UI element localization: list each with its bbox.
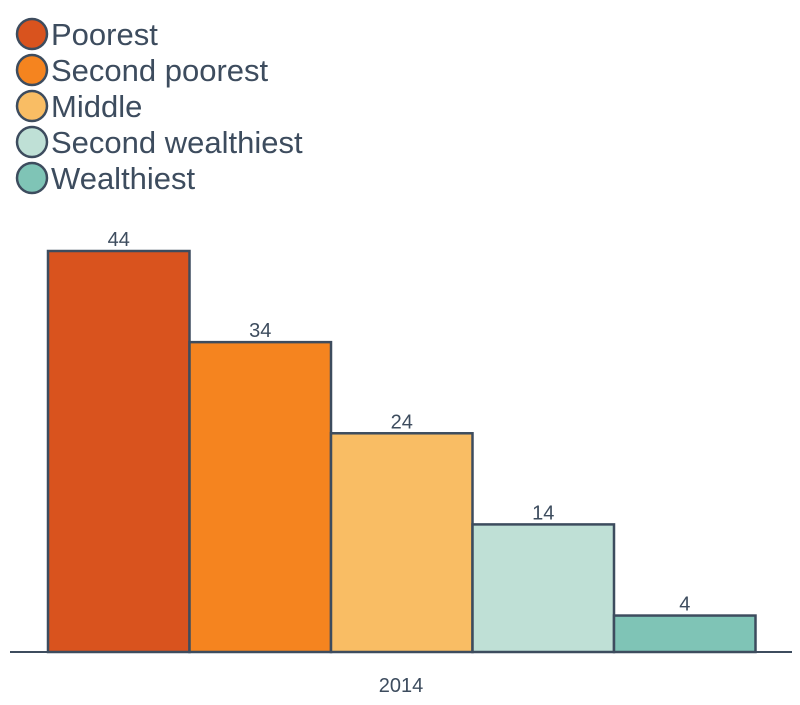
bar-middle xyxy=(329,432,474,654)
legend-item-wealthiest: Wealthiest xyxy=(15,161,196,196)
bar-wealthiest xyxy=(612,614,757,654)
value-label-second-poorest: 34 xyxy=(249,320,271,342)
bar-poorest xyxy=(46,249,191,654)
legend-swatch-second-poorest xyxy=(15,53,49,87)
x-axis-tick-label: 2014 xyxy=(379,675,424,697)
legend-label-poorest: Poorest xyxy=(51,17,158,52)
value-label-poorest: 44 xyxy=(108,229,130,251)
legend-swatch-middle xyxy=(15,89,49,123)
bars xyxy=(46,249,757,654)
legend-label-second-wealthiest: Second wealthiest xyxy=(51,125,303,160)
legend-item-middle: Middle xyxy=(15,89,142,124)
legend-label-middle: Middle xyxy=(51,89,142,124)
value-labels: 44 34 24 14 4 xyxy=(108,229,691,616)
legend-swatch-wealthiest xyxy=(15,161,49,195)
legend-swatch-second-wealthiest xyxy=(15,125,49,159)
legend-label-second-poorest: Second poorest xyxy=(51,53,269,88)
bar-second-wealthiest xyxy=(471,523,616,654)
value-label-middle: 24 xyxy=(391,411,413,433)
legend-label-wealthiest: Wealthiest xyxy=(51,161,196,196)
legend-swatch-poorest xyxy=(15,17,49,51)
legend-item-second-wealthiest: Second wealthiest xyxy=(15,125,303,160)
legend-item-poorest: Poorest xyxy=(15,17,158,52)
value-label-second-wealthiest: 14 xyxy=(532,502,554,524)
legend-item-second-poorest: Second poorest xyxy=(15,53,269,88)
bar-second-poorest xyxy=(188,340,333,654)
value-label-wealthiest: 4 xyxy=(679,594,690,616)
